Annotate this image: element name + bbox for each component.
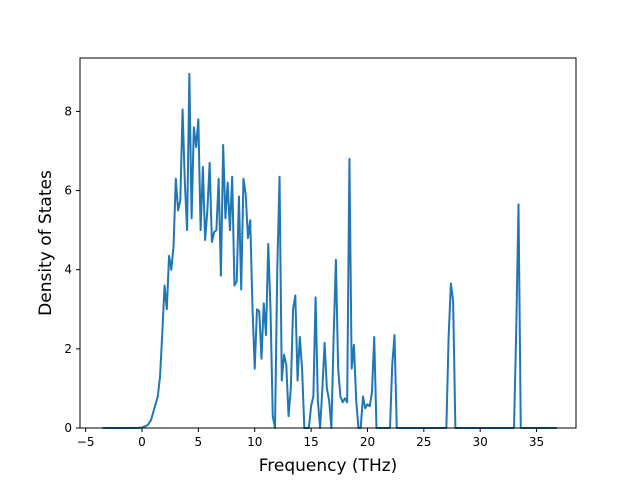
x-tick-label: 10 (247, 435, 262, 449)
x-tick-label: 25 (416, 435, 431, 449)
x-axis-ticks: −5 0 5 10 15 20 25 30 35 (77, 428, 544, 449)
x-tick-label: 15 (303, 435, 318, 449)
x-tick-label: 30 (473, 435, 488, 449)
x-tick-label: −5 (77, 435, 95, 449)
y-tick-label: 4 (64, 263, 72, 277)
axes-frame (79, 57, 577, 429)
x-axis-label: Frequency (THz) (259, 456, 398, 476)
x-tick-label: 0 (138, 435, 146, 449)
y-axis-ticks: 0 2 4 6 8 (64, 104, 80, 435)
y-tick-label: 2 (64, 342, 72, 356)
y-tick-label: 0 (64, 421, 72, 435)
x-tick-label: 35 (529, 435, 544, 449)
x-tick-label: 5 (195, 435, 203, 449)
x-tick-label: 20 (360, 435, 375, 449)
y-tick-label: 6 (64, 184, 72, 198)
y-tick-label: 8 (64, 104, 72, 118)
y-axis-label: Density of States (36, 170, 56, 316)
